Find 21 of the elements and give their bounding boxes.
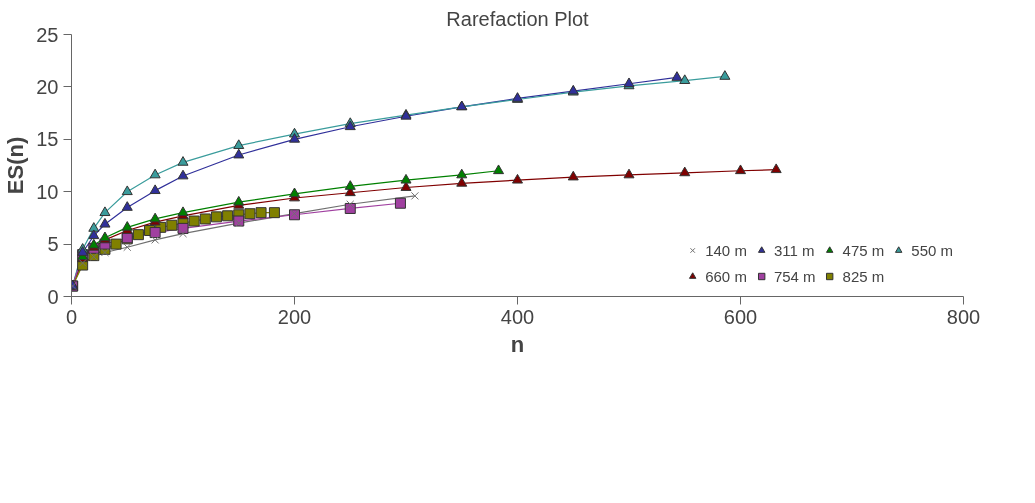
legend-label: 311 m <box>773 241 815 259</box>
legend-label: 550 m <box>911 241 953 259</box>
legend-label: 754 m <box>773 267 816 285</box>
y-tick-label: 25 <box>36 23 59 46</box>
chart-title: Rarefaction Plot <box>446 7 590 30</box>
y-axis-title: ES(n) <box>3 136 29 195</box>
x-tick-label: 600 <box>723 305 758 328</box>
x-tick-label: 0 <box>65 305 78 328</box>
legend-label: 660 m <box>705 267 747 285</box>
x-tick-label: 800 <box>946 305 981 328</box>
legend-label: 140 m <box>705 241 747 259</box>
y-tick-label: 10 <box>36 180 59 203</box>
x-axis-title: n <box>510 331 525 357</box>
y-tick-label: 20 <box>36 75 59 98</box>
y-tick-label: 5 <box>47 233 59 256</box>
legend-label: 475 m <box>842 241 885 259</box>
legend-label: 825 m <box>842 267 885 285</box>
y-tick-label: 15 <box>36 128 59 151</box>
x-tick-label: 400 <box>500 305 535 328</box>
x-tick-label: 200 <box>277 305 312 328</box>
y-tick-label: 0 <box>47 285 59 308</box>
